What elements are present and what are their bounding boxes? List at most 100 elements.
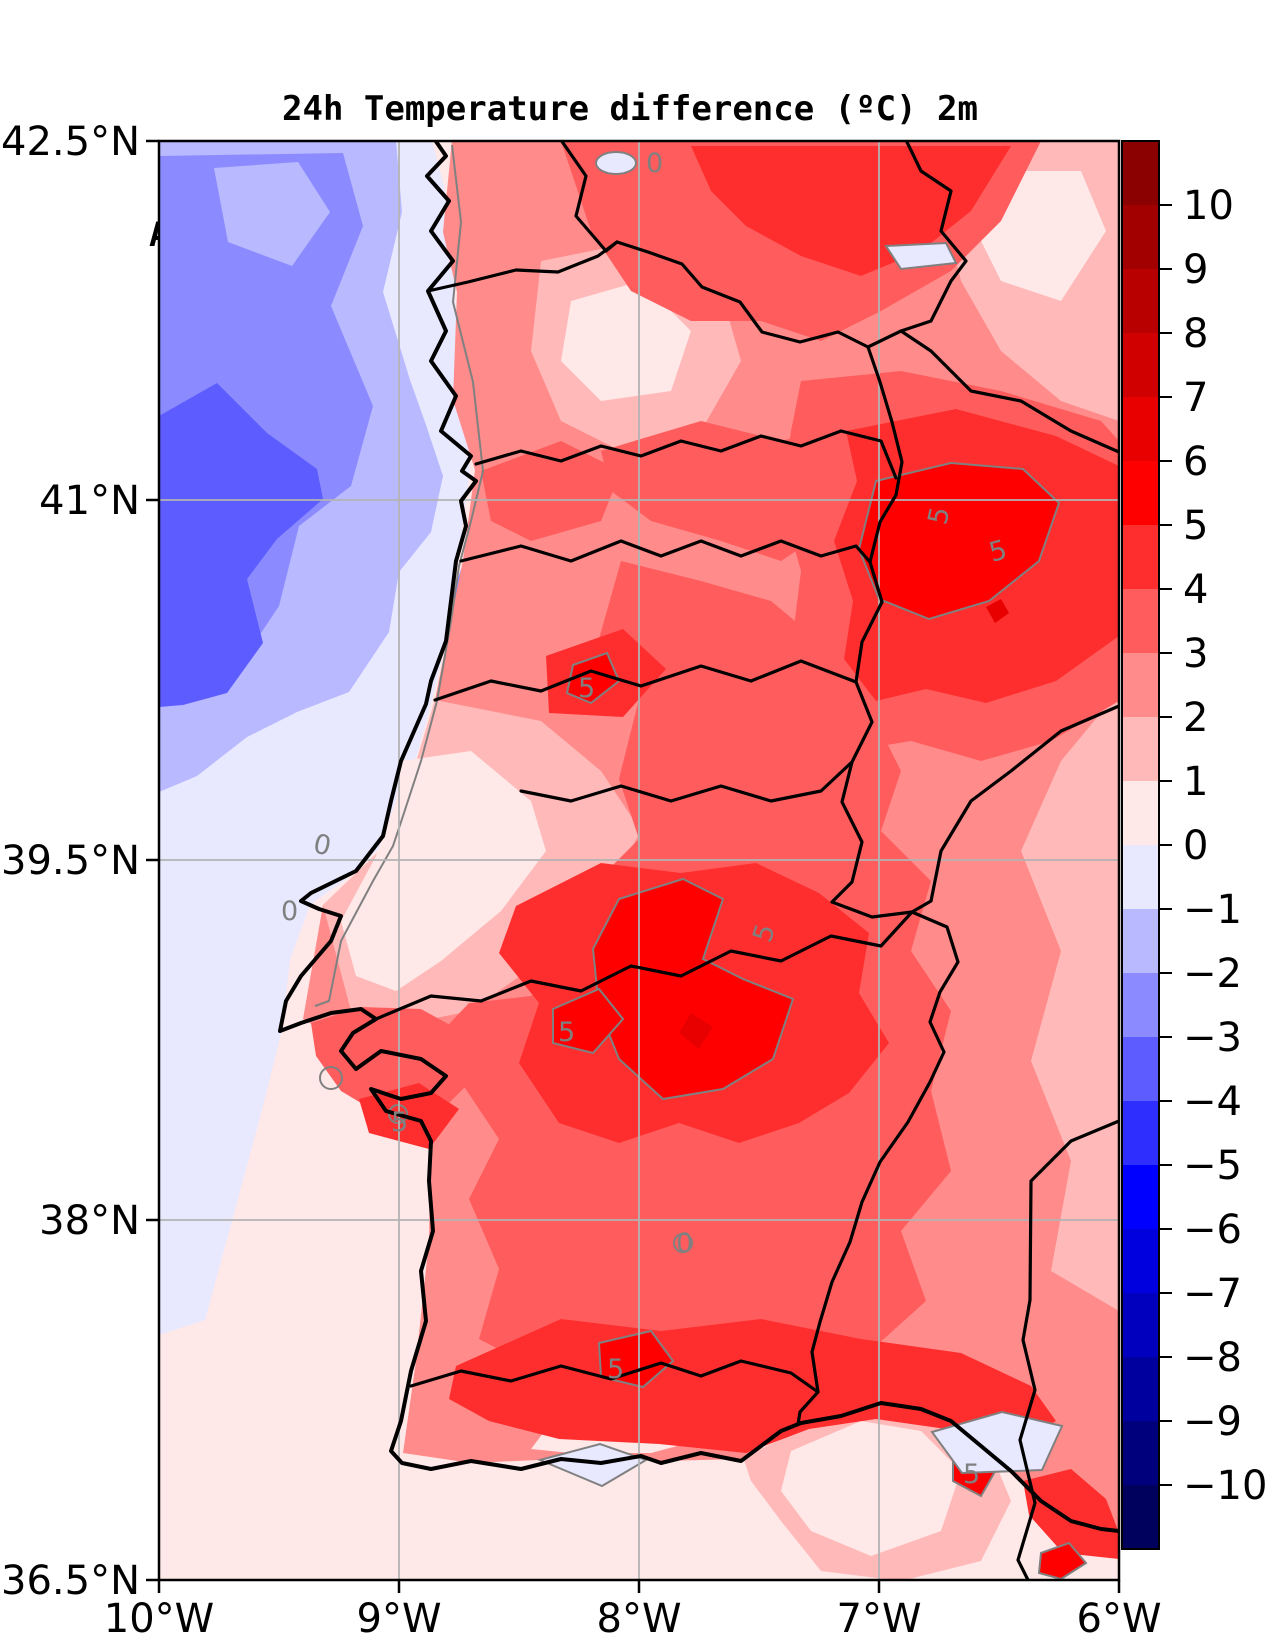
colorbar-segment [1122,845,1159,910]
colorbar-tick-label: −10 [1183,1463,1267,1509]
lat-tick-label: 41°N [39,478,140,524]
colorbar-tick-label: 9 [1183,247,1208,293]
colorbar-tick-label: −2 [1183,951,1242,997]
zero-contour-line [673,1233,693,1253]
boundary-line [519,760,854,803]
colorbar-tick-label: −1 [1183,887,1242,933]
contour-label: 0 [311,829,334,863]
contour-band-region [986,599,1009,623]
boundary-line [899,141,968,333]
colorbar-tick-label: 0 [1183,823,1208,869]
colorbar-segment [1122,1421,1159,1486]
contour-band-region [565,651,621,705]
zero-contour-patches [536,151,1064,1488]
boundary-line [559,141,619,253]
colorbar-segment [1122,653,1159,718]
boundary-line [459,539,872,564]
contour-label: 0 [676,1228,693,1259]
lat-tick-label: 38°N [39,1198,140,1244]
zero-contour-lines [314,144,693,1253]
contour-label: 5 [963,1459,980,1490]
boundary-line [278,141,1119,1533]
contour-band-region [595,151,637,175]
boundary-line [433,659,858,702]
colorbar-tick-label: −4 [1183,1079,1242,1125]
colorbar-tick-label: −5 [1183,1143,1242,1189]
colorbar-segment [1122,1037,1159,1102]
contour-band-region [214,162,330,266]
lat-tick-label: 36.5°N [1,1558,140,1604]
contour-label: 5 [391,1107,408,1138]
colorbar-tick-label: 1 [1183,759,1208,805]
boundary-line [426,240,960,1426]
colorbar-segment [1122,397,1159,462]
longitude-tick-labels: 10°W 9°W 8°W 7°W 6°W [104,1596,1162,1642]
contour-band-region [597,1329,675,1389]
zero-contour-line [388,1104,408,1124]
colorbar-tick-label: −8 [1183,1335,1242,1381]
contour-band-region [552,987,625,1055]
axis-ticks [146,139,1121,1593]
lon-tick-label: 6°W [1077,1596,1162,1642]
boundary-line [474,429,898,480]
colorbar-tick-label: −9 [1183,1399,1242,1445]
latitude-tick-labels: 42.5°N 41°N 39.5°N 38°N 36.5°N [1,119,140,1604]
colorbar-segment [1122,141,1159,206]
boundary-line [409,1359,820,1394]
lon-tick-label: 7°W [837,1596,922,1642]
colorbar-tick-label: 5 [1183,503,1208,549]
colorbar-segment [1122,205,1159,270]
colorbar-tick-label: 3 [1183,631,1208,677]
colorbar-segment [1122,461,1159,526]
ocean-cooling-bands [159,141,513,1335]
contour-band-region [561,281,691,401]
contour-band-region [930,1410,1064,1475]
colorbar-segment [1122,717,1159,782]
contour-band-region [341,751,546,991]
colorbar-segment [1122,333,1159,398]
colorbar-segment [1122,525,1159,590]
colorbar-segment [1122,1165,1159,1230]
contour-band-region [536,1442,649,1488]
five-degree-contour-cores [552,461,1088,1580]
colorbar-tick-label: −7 [1183,1271,1242,1317]
colorbar-tick-label: 2 [1183,695,1208,741]
colorbar-tick-label: 4 [1183,567,1208,613]
lon-tick-label: 8°W [597,1596,682,1642]
contour-label: 5 [607,1354,624,1385]
colorbar-segment [1122,269,1159,334]
lon-tick-label: 10°W [104,1596,214,1642]
contour-band-region [1021,691,1119,1311]
colorbar-tick-label: 10 [1183,183,1234,229]
contour-label: 5 [578,673,595,704]
boundary-line [374,910,914,1021]
colorbar-segment [1122,589,1159,654]
colorbar-tick-label: −3 [1183,1015,1242,1061]
colorbar-segment [1122,781,1159,846]
admin-boundaries [278,141,1119,1580]
colorbar-segment [1122,1485,1159,1550]
contour-band-region [481,441,621,541]
colorbar-tick-label: −6 [1183,1207,1242,1253]
colorbar-segment [1122,1357,1159,1422]
contour-band-region [1023,1469,1119,1559]
boundary-line [910,704,1119,914]
contour-band-region [679,1013,713,1049]
colorbar-segment [1122,909,1159,974]
colorbar-segment [1122,1229,1159,1294]
colorbar-segment [1122,973,1159,1038]
lat-tick-label: 42.5°N [1,119,140,165]
colorbar-tick-label: 8 [1183,311,1208,357]
lat-tick-label: 39.5°N [1,838,140,884]
contour-band-region [159,383,323,707]
contour-label: 5 [558,1017,575,1048]
contour-band-region [884,241,958,271]
contour-band-region [857,461,1061,621]
zero-contour-line [319,1066,343,1090]
contour-band-region [1037,1541,1088,1580]
colorbar-segment [1122,1101,1159,1166]
contour-label: 0 [281,896,298,927]
